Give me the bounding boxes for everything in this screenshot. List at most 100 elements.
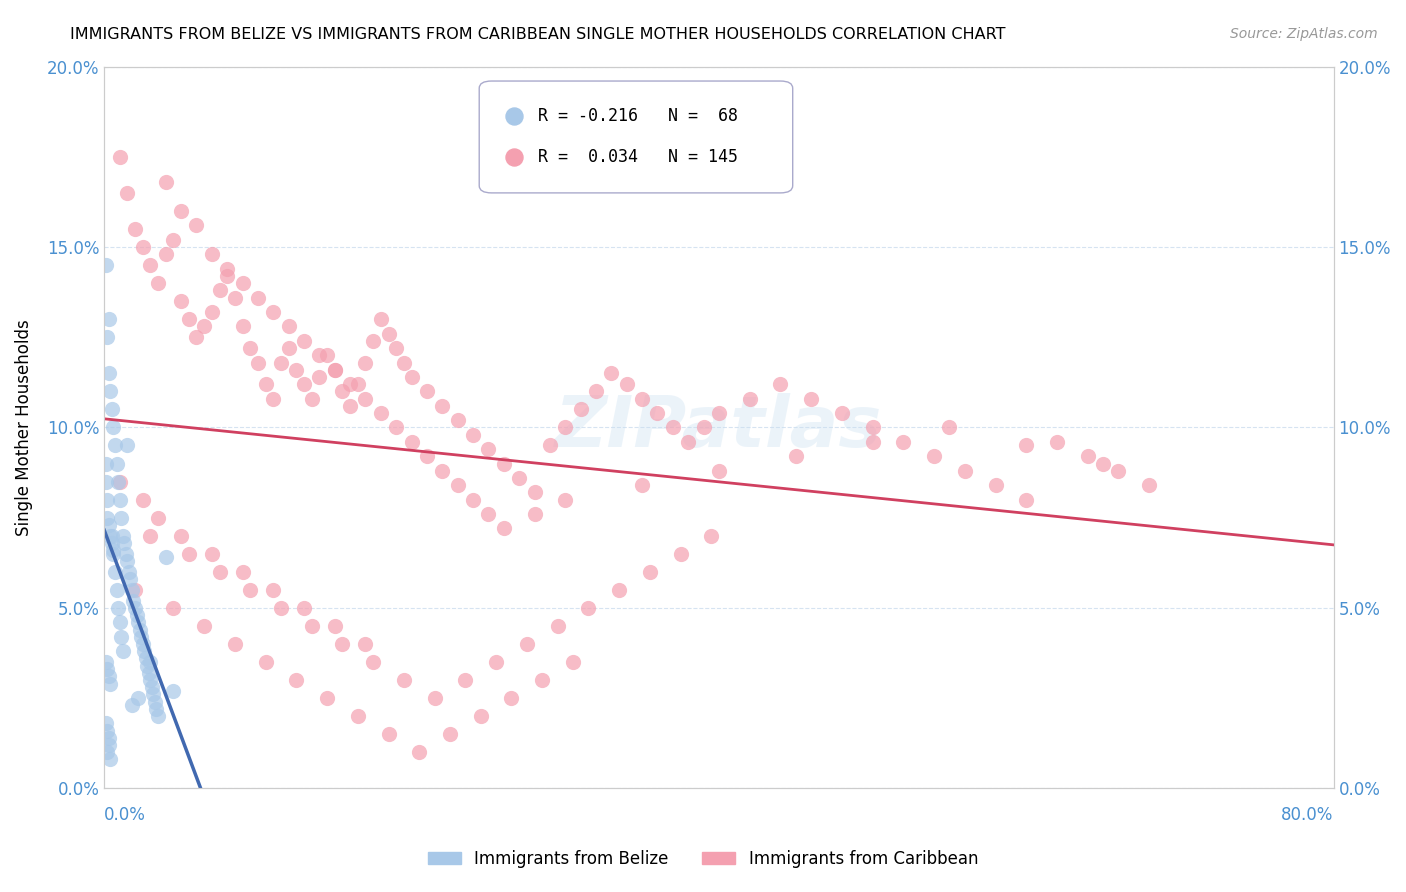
Point: [547, 619, 569, 633]
Point: [292, 600, 315, 615]
Point: [96, 492, 118, 507]
Point: [423, 691, 446, 706]
Point: [127, 615, 149, 630]
Point: [447, 478, 470, 492]
Point: [117, 186, 139, 200]
Point: [103, 420, 125, 434]
Legend: Immigrants from Belize, Immigrants from Caribbean: Immigrants from Belize, Immigrants from …: [420, 844, 986, 875]
Point: [531, 673, 554, 687]
Point: [707, 464, 730, 478]
Point: [477, 507, 499, 521]
Point: [107, 600, 129, 615]
Point: [97, 312, 120, 326]
Point: [101, 402, 124, 417]
Point: [323, 362, 346, 376]
Point: [232, 276, 254, 290]
Point: [146, 510, 169, 524]
Point: [239, 341, 262, 355]
Point: [117, 554, 139, 568]
Point: [554, 420, 576, 434]
Text: 80.0%: 80.0%: [1281, 806, 1334, 824]
Point: [121, 698, 143, 713]
Point: [108, 150, 131, 164]
Point: [439, 727, 461, 741]
Point: [246, 291, 269, 305]
FancyBboxPatch shape: [479, 81, 793, 193]
Point: [155, 550, 177, 565]
Point: [121, 582, 143, 597]
Point: [700, 529, 723, 543]
Point: [131, 637, 153, 651]
Point: [170, 203, 193, 218]
Point: [562, 655, 585, 669]
Point: [262, 305, 284, 319]
Point: [339, 377, 361, 392]
Point: [285, 362, 308, 376]
Point: [785, 450, 807, 464]
Point: [447, 413, 470, 427]
Point: [316, 348, 339, 362]
Point: [108, 492, 131, 507]
Point: [208, 283, 231, 297]
Point: [416, 384, 439, 399]
Point: [585, 384, 607, 399]
Point: [232, 319, 254, 334]
Point: [316, 691, 339, 706]
Point: [277, 341, 299, 355]
Point: [492, 457, 515, 471]
Point: [254, 377, 277, 392]
Point: [177, 547, 200, 561]
Point: [323, 619, 346, 633]
Point: [100, 752, 122, 766]
Point: [224, 637, 246, 651]
Point: [1137, 478, 1160, 492]
Point: [146, 709, 169, 723]
Point: [186, 330, 208, 344]
Point: [401, 434, 423, 449]
Point: [125, 608, 148, 623]
Point: [128, 623, 150, 637]
Point: [97, 367, 120, 381]
Point: [523, 485, 546, 500]
Point: [117, 438, 139, 452]
Point: [501, 691, 523, 706]
Text: IMMIGRANTS FROM BELIZE VS IMMIGRANTS FROM CARIBBEAN SINGLE MOTHER HOUSEHOLDS COR: IMMIGRANTS FROM BELIZE VS IMMIGRANTS FRO…: [70, 27, 1005, 42]
Point: [385, 341, 408, 355]
Point: [392, 355, 415, 369]
Point: [569, 402, 592, 417]
Point: [103, 547, 125, 561]
Point: [232, 565, 254, 579]
Point: [118, 565, 141, 579]
Point: [432, 464, 454, 478]
Point: [131, 492, 153, 507]
Point: [97, 517, 120, 532]
Point: [114, 547, 136, 561]
Point: [131, 240, 153, 254]
Point: [270, 355, 292, 369]
Point: [239, 582, 262, 597]
Point: [461, 427, 484, 442]
Point: [94, 655, 117, 669]
Point: [127, 691, 149, 706]
Point: [1015, 492, 1038, 507]
Point: [354, 392, 377, 406]
Point: [1077, 450, 1099, 464]
Point: [262, 392, 284, 406]
Point: [146, 276, 169, 290]
Point: [292, 334, 315, 348]
Point: [301, 619, 323, 633]
Point: [607, 582, 630, 597]
Point: [523, 507, 546, 521]
Point: [554, 492, 576, 507]
Point: [891, 434, 914, 449]
Point: [208, 565, 231, 579]
Point: [285, 673, 308, 687]
Point: [94, 258, 117, 272]
Point: [485, 655, 508, 669]
Point: [193, 319, 215, 334]
Point: [96, 723, 118, 738]
Point: [862, 434, 884, 449]
Point: [142, 688, 165, 702]
Point: [308, 370, 330, 384]
Point: [135, 651, 157, 665]
